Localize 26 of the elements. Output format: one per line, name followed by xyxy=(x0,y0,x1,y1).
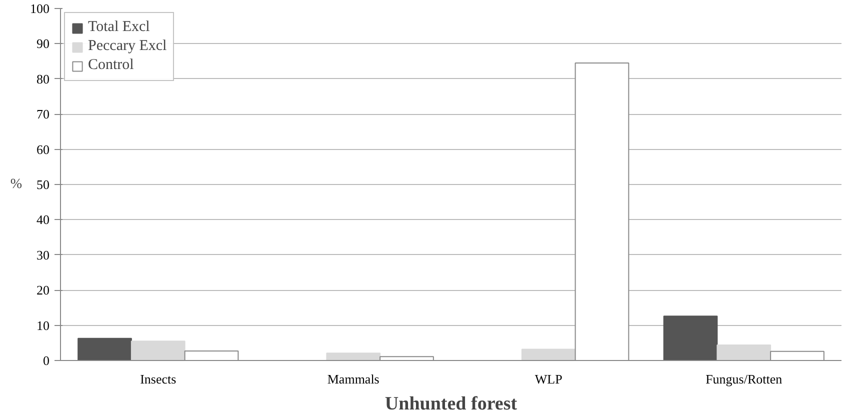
bar xyxy=(326,352,381,360)
y-tick-label: 10 xyxy=(36,318,50,333)
y-tick-label: 30 xyxy=(36,247,50,262)
bar xyxy=(716,344,772,360)
y-tick-label: 40 xyxy=(36,212,50,228)
bar xyxy=(78,338,132,360)
legend-label: Peccary Excl xyxy=(88,38,167,55)
x-axis-title: Unhunted forest xyxy=(384,394,518,414)
x-tick-label: Mammals xyxy=(327,372,380,386)
x-tick-label: Fungus/Rotten xyxy=(706,372,783,386)
legend-label: Control xyxy=(88,57,134,74)
x-tick-label: Insects xyxy=(140,372,176,386)
bar xyxy=(130,340,186,360)
y-tick-label: 60 xyxy=(36,142,50,157)
bar xyxy=(663,316,718,360)
y-tick-label: 100 xyxy=(30,1,50,16)
y-tick-label: 50 xyxy=(36,177,50,192)
bar xyxy=(521,348,576,360)
x-tick-label: WLP xyxy=(534,372,562,386)
y-tick-label: 80 xyxy=(36,71,50,86)
y-tick-label: 0 xyxy=(43,353,50,368)
y-tick-label: 20 xyxy=(36,282,50,298)
y-axis-title: % xyxy=(10,177,22,192)
legend-label: Total Excl xyxy=(88,19,150,36)
y-tick-label: 90 xyxy=(36,36,50,52)
y-tick-label: 70 xyxy=(36,106,50,122)
